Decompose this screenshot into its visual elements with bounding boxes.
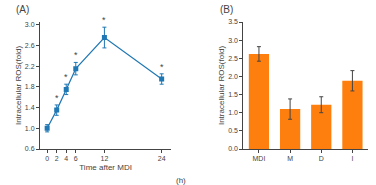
svg-text:3.0: 3.0 bbox=[25, 21, 35, 28]
svg-text:(B): (B) bbox=[220, 4, 233, 15]
svg-text:I: I bbox=[351, 155, 353, 162]
svg-text:2.0: 2.0 bbox=[228, 73, 238, 80]
svg-text:3.5: 3.5 bbox=[228, 18, 238, 25]
svg-text:1.4: 1.4 bbox=[25, 104, 35, 111]
svg-text:Intracellular ROS(fold): Intracellular ROS(fold) bbox=[14, 46, 23, 125]
svg-text:3.0: 3.0 bbox=[228, 37, 238, 44]
svg-text:0: 0 bbox=[45, 155, 49, 162]
svg-text:2: 2 bbox=[55, 155, 59, 162]
svg-text:6: 6 bbox=[74, 155, 78, 162]
svg-text:MDI: MDI bbox=[253, 155, 266, 162]
svg-text:2.5: 2.5 bbox=[228, 55, 238, 62]
svg-text:*: * bbox=[102, 15, 106, 25]
svg-text:Intracellular ROS(fold): Intracellular ROS(fold) bbox=[217, 46, 226, 125]
svg-text:12: 12 bbox=[101, 155, 109, 162]
svg-text:*: * bbox=[74, 50, 78, 60]
svg-text:1.0: 1.0 bbox=[228, 109, 238, 116]
svg-text:D: D bbox=[319, 155, 324, 162]
svg-text:2.2: 2.2 bbox=[25, 63, 35, 70]
svg-text:1.0: 1.0 bbox=[25, 125, 35, 132]
svg-text:0.0: 0.0 bbox=[228, 145, 238, 152]
svg-text:1.5: 1.5 bbox=[228, 91, 238, 98]
svg-text:0.5: 0.5 bbox=[228, 127, 238, 134]
svg-text:Time after MDI: Time after MDI bbox=[79, 163, 132, 172]
svg-text:24: 24 bbox=[158, 155, 166, 162]
svg-text:*: * bbox=[64, 72, 68, 82]
svg-text:*: * bbox=[55, 93, 59, 103]
svg-text:1.8: 1.8 bbox=[25, 83, 35, 90]
svg-text:(h): (h) bbox=[176, 176, 186, 185]
svg-text:2.6: 2.6 bbox=[25, 42, 35, 49]
svg-text:(A): (A) bbox=[16, 4, 29, 15]
svg-text:M: M bbox=[287, 155, 293, 162]
svg-text:0.6: 0.6 bbox=[25, 145, 35, 152]
svg-text:4: 4 bbox=[64, 155, 68, 162]
svg-text:*: * bbox=[160, 62, 164, 72]
